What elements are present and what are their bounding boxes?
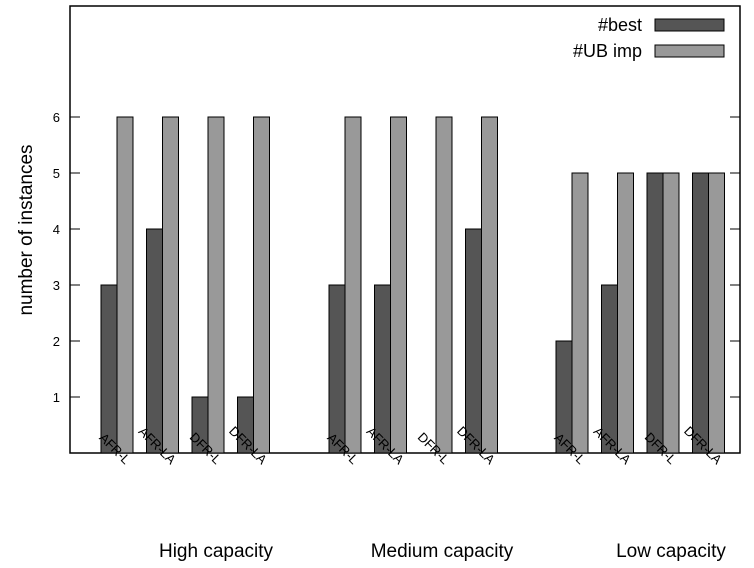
y-tick-label: 3 <box>53 278 60 293</box>
bar-ub-imp <box>344 116 362 454</box>
bar-best <box>146 228 163 454</box>
y-axis: 1 2 3 4 5 6 <box>53 110 740 405</box>
y-tick-label: 5 <box>53 166 60 181</box>
legend-swatch-ub-imp <box>654 44 725 58</box>
bar-ub-imp <box>481 116 498 454</box>
bar-ub-imp <box>617 172 634 454</box>
y-tick-label: 1 <box>53 390 60 405</box>
y-tick-label: 4 <box>53 222 60 237</box>
bar-ub-imp <box>708 172 725 454</box>
bar-ub-imp <box>253 116 270 454</box>
bar-ub-imp <box>207 116 225 454</box>
legend-label-best: #best <box>598 15 642 35</box>
bar-ub-imp <box>662 172 680 454</box>
bar-best <box>646 172 664 454</box>
y-tick-label: 2 <box>53 334 60 349</box>
legend-label-ub-imp: #UB imp <box>573 41 642 61</box>
bar-ub-imp <box>390 116 407 454</box>
bar-best <box>465 228 482 454</box>
bar-ub-imp <box>435 116 453 454</box>
bars <box>100 116 725 454</box>
y-tick-label: 6 <box>53 110 60 125</box>
bar-best <box>100 284 118 454</box>
group-label: Low capacity <box>616 541 726 562</box>
legend: #best #UB imp <box>573 15 725 61</box>
bar-ub-imp <box>162 116 179 454</box>
group-label: Medium capacity <box>371 541 514 562</box>
legend-swatch-best <box>654 18 725 32</box>
bar-ub-imp <box>571 172 589 454</box>
y-axis-label: number of instances <box>16 144 37 315</box>
group-labels: High capacity Medium capacity Low capacity <box>159 541 726 562</box>
group-label: High capacity <box>159 541 274 562</box>
bar-best <box>328 284 346 454</box>
bar-best <box>692 172 709 454</box>
bar-ub-imp <box>116 116 134 454</box>
